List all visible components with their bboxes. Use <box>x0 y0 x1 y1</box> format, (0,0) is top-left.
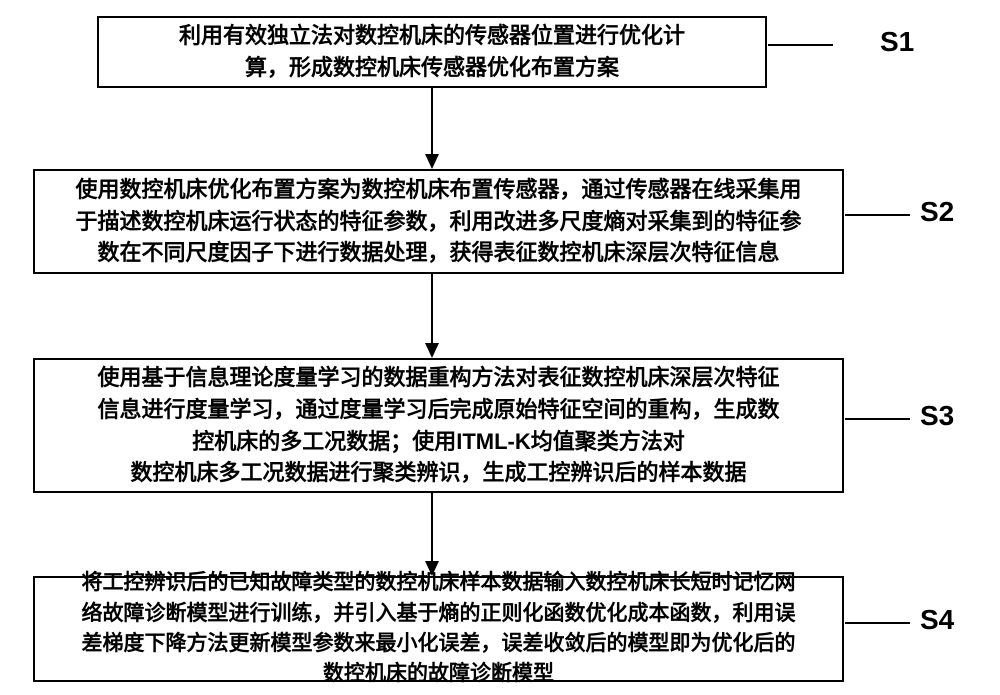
step-box-s4: 将工控辨识后的已知故障类型的数控机床样本数据输入数控机床长短时记忆网络故障诊断模… <box>33 576 844 682</box>
arrow-head-3 <box>425 561 439 576</box>
label-connector-s2 <box>845 214 910 216</box>
step-text-s1: 利用有效独立法对数控机床的传感器位置进行优化计算，形成数控机床传感器优化布置方案 <box>179 20 685 84</box>
step-label-s3: S3 <box>920 400 954 432</box>
arrow-line-2 <box>431 274 433 343</box>
arrow-head-1 <box>425 154 439 169</box>
step-label-s4: S4 <box>920 604 954 636</box>
label-connector-s1 <box>768 44 833 46</box>
label-connector-s4 <box>845 622 910 624</box>
step-label-s2: S2 <box>920 196 954 228</box>
arrow-line-3 <box>431 493 433 561</box>
label-connector-s3 <box>845 418 910 420</box>
step-label-s1: S1 <box>880 26 914 58</box>
step-box-s3: 使用基于信息理论度量学习的数据重构方法对表征数控机床深层次特征信息进行度量学习，… <box>33 358 844 493</box>
arrow-head-2 <box>425 343 439 358</box>
step-box-s1: 利用有效独立法对数控机床的传感器位置进行优化计算，形成数控机床传感器优化布置方案 <box>97 16 767 88</box>
step-text-s4: 将工控辨识后的已知故障类型的数控机床样本数据输入数控机床长短时记忆网络故障诊断模… <box>82 568 796 690</box>
arrow-line-1 <box>431 88 433 154</box>
step-text-s3: 使用基于信息理论度量学习的数据重构方法对表征数控机床深层次特征信息进行度量学习，… <box>97 362 779 490</box>
step-box-s2: 使用数控机床优化布置方案为数控机床布置传感器，通过传感器在线采集用于描述数控机床… <box>33 169 844 274</box>
step-text-s2: 使用数控机床优化布置方案为数控机床布置传感器，通过传感器在线采集用于描述数控机床… <box>75 174 801 270</box>
flowchart-canvas: 利用有效独立法对数控机床的传感器位置进行优化计算，形成数控机床传感器优化布置方案… <box>0 0 1000 695</box>
